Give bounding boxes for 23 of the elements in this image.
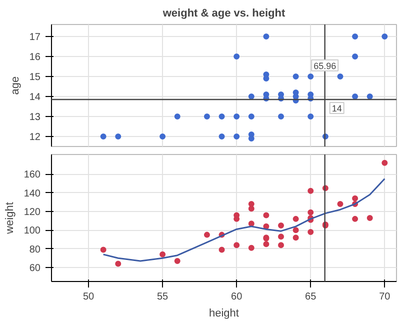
y-tick-label: 15 [29,72,41,83]
x-axis-title: height [209,308,239,320]
y-tick-label: 100 [24,226,41,237]
y-tick-label: 13 [29,112,41,123]
y-tick-label: 12 [29,132,41,143]
y-tick-label: 140 [24,188,41,200]
x-tick-label: 60 [231,292,243,302]
x-tick-label: 70 [379,292,391,302]
y-axis-title: weight [4,202,16,235]
ref-line-label: 65.96 [314,60,336,71]
x-tick-label: 65 [305,292,317,302]
y-tick-label: 60 [29,262,41,274]
y-tick-label: 14 [29,92,41,103]
ref-line-label: 14 [332,104,342,114]
x-tick-label: 55 [156,292,169,302]
chart-title: weight & age vs. height [162,8,286,20]
y-tick-label: 160 [24,170,41,181]
x-tick-label: 50 [82,292,95,302]
y-tick-label: 16 [29,52,41,63]
y-tick-label: 80 [29,244,41,256]
y-tick-label: 120 [24,206,41,218]
y-axis-title: age [9,76,22,95]
y-tick-label: 17 [29,32,41,43]
